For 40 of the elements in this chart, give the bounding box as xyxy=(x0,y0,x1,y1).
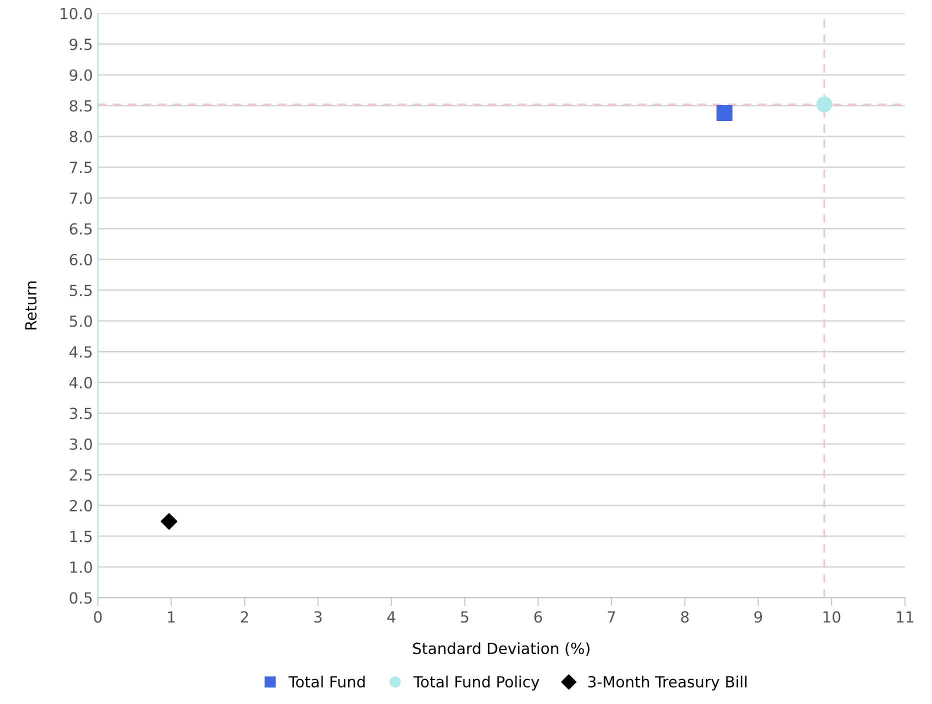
y-tick-label: 6.0 xyxy=(70,254,92,266)
y-tick-label: 7.5 xyxy=(70,162,92,174)
x-tick-label: 1 xyxy=(168,611,175,622)
y-tick-label: 10.0 xyxy=(60,8,92,20)
x-tick-label: 11 xyxy=(896,611,914,622)
x-axis-title: Standard Deviation (%) xyxy=(413,642,590,656)
x-tick-label: 5 xyxy=(461,611,468,623)
y-tick-label: 4.5 xyxy=(69,346,92,358)
point xyxy=(160,513,178,530)
legend-label: Total Fund Policy xyxy=(413,676,540,691)
x-tick-label: 4 xyxy=(387,611,396,622)
y-tick-label: 7.0 xyxy=(70,192,92,204)
legend-label: 3-Month Treasury Bill xyxy=(588,676,746,691)
y-tick-label: 6.5 xyxy=(70,223,92,235)
x-tick-label: 6 xyxy=(534,611,542,623)
y-tick-label: 5.5 xyxy=(70,284,92,296)
x-tick-label: 8 xyxy=(681,611,689,623)
x-tick-label: 2 xyxy=(240,611,248,622)
y-tick-label: 0.5 xyxy=(70,592,92,604)
legend-label: Total Fund xyxy=(288,676,365,688)
x-tick-label: 7 xyxy=(608,611,616,622)
y-tick-label: 1.0 xyxy=(70,561,92,573)
y-tick-label: 5.0 xyxy=(70,315,92,327)
y-tick-label: 3.5 xyxy=(70,408,92,420)
y-tick-label: 9.0 xyxy=(70,69,92,81)
y-axis-title: Return xyxy=(25,281,37,330)
y-tick-label: 2.0 xyxy=(70,500,92,512)
point xyxy=(716,105,732,121)
y-tick-label: 1.5 xyxy=(70,530,92,542)
point xyxy=(816,96,832,112)
x-tick-label: 0 xyxy=(94,611,102,623)
y-tick-label: 8.5 xyxy=(70,100,92,112)
y-tick-label: 8.0 xyxy=(70,130,92,142)
y-tick-label: 2.5 xyxy=(70,469,92,481)
x-tick-label: 9 xyxy=(754,611,762,623)
x-tick-label: 10 xyxy=(824,611,840,623)
y-tick-label: 9.5 xyxy=(70,38,92,50)
y-tick-label: 4.0 xyxy=(69,376,92,388)
x-tick-label: 3 xyxy=(314,611,322,623)
y-tick-label: 3.0 xyxy=(70,438,92,450)
